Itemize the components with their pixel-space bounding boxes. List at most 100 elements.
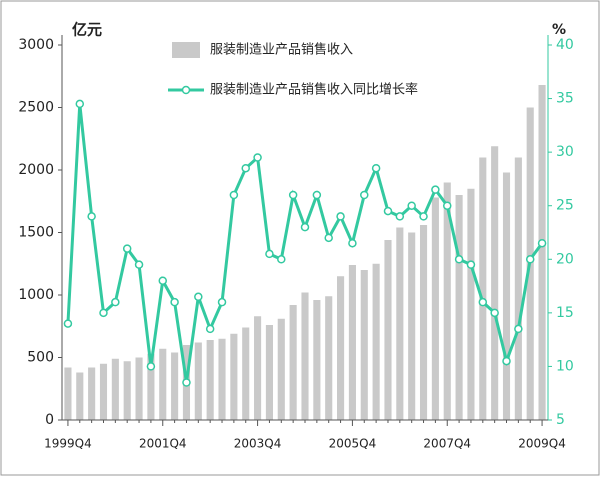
bar [360,270,368,420]
y2-tick-label: 5 [556,412,565,428]
bar [277,318,285,420]
line-marker [336,212,345,221]
bar [171,352,179,420]
line-marker [514,324,523,334]
bar [514,157,522,420]
bar [325,296,333,420]
bar [455,195,463,420]
legend-marker [181,85,191,95]
line-marker [205,324,215,334]
line-marker [431,185,440,194]
line-marker [300,222,310,232]
y2-tick-label: 25 [556,198,574,214]
y-tick-label: 1000 [18,287,54,303]
line-marker [537,238,547,248]
line-marker [241,163,250,173]
y-tick-label: 2000 [18,162,54,178]
bar [194,342,202,420]
bar [479,157,487,420]
bar [99,363,108,420]
x-tick-label: 2009Q4 [518,437,566,451]
bar [419,225,428,420]
bar [289,305,297,420]
line-marker [134,260,144,269]
line-marker [277,255,286,264]
bar [396,227,404,420]
bar [443,182,451,420]
line-marker [253,153,262,162]
line-marker [170,297,179,307]
x-tick-label: 2003Q4 [234,437,282,451]
bar [159,348,167,420]
bar [254,316,262,420]
line-marker [182,378,191,387]
line-marker [158,276,168,285]
x-tick-label: 2001Q4 [139,437,187,451]
line-marker [454,255,464,264]
line-marker [194,292,203,302]
legend-label: 服装制造业产品销售收入 [210,42,353,58]
line-marker [63,319,73,328]
line-marker [146,362,156,371]
line-marker [75,99,85,109]
line-marker [442,201,452,210]
line-marker [502,356,511,366]
y2-tick-label: 20 [556,251,574,267]
line-marker [312,190,322,200]
y2-tick-label: 15 [556,305,574,321]
bar [88,367,96,420]
bar [265,325,273,420]
bar [538,85,546,420]
x-tick-label: 1999Q4 [44,437,92,451]
legend-swatch [172,42,200,58]
line-marker [360,190,369,200]
line-marker [324,233,333,243]
line-marker [466,260,476,269]
y-tick-label: 3000 [18,37,54,53]
bar [111,358,119,420]
y-unit: 亿元 [72,21,102,39]
bar [206,340,214,420]
bar [301,292,309,420]
y-tick-label: 1500 [18,225,54,241]
line-marker [395,212,405,221]
bar [408,232,416,420]
bar [384,240,392,420]
y-tick-label: 500 [27,350,54,366]
bar [64,367,72,420]
line-marker [525,255,535,264]
line-marker [265,249,274,259]
y2-tick-label: 10 [556,358,574,374]
line-marker [111,297,120,307]
bar [372,263,380,420]
line-marker [229,190,239,200]
bar [123,361,131,420]
line-marker [288,190,298,200]
line-marker [99,308,108,318]
line-marker [383,206,393,216]
bar [467,188,475,420]
bar [230,333,238,420]
bar [147,353,155,420]
y2-unit: % [552,22,566,38]
bar [242,327,250,420]
line-marker [407,201,416,210]
bar [135,357,143,420]
bar [313,300,321,420]
line-marker [122,244,132,253]
y2-tick-label: 35 [556,91,574,107]
y-tick-label: 0 [45,412,54,428]
y-tick-label: 2500 [18,100,54,116]
bar [431,197,439,420]
bar [76,372,84,420]
bar [348,265,356,420]
x-tick-label: 2007Q4 [423,437,471,451]
line-marker [490,308,499,318]
bar [502,172,511,420]
line-marker [478,297,488,307]
legend-label: 服装制造业产品销售收入同比增长率 [210,82,418,98]
bar [337,276,345,420]
line-marker [371,163,381,173]
line-marker [87,212,96,221]
